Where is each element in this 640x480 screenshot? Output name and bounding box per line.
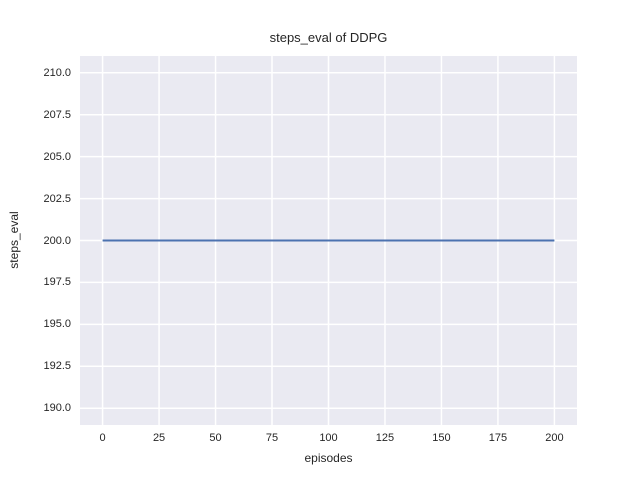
plot-area bbox=[80, 56, 577, 425]
x-tick-label: 50 bbox=[209, 432, 222, 444]
y-tick-label: 207.5 bbox=[43, 108, 71, 121]
y-tick-label: 197.5 bbox=[43, 276, 71, 289]
y-tick-label: 202.5 bbox=[43, 192, 71, 205]
y-tick-label: 200.0 bbox=[43, 234, 71, 247]
y-tick-label: 195.0 bbox=[43, 318, 71, 331]
x-tick-label: 125 bbox=[375, 432, 395, 444]
x-tick-label: 75 bbox=[265, 432, 279, 444]
x-tick-label: 200 bbox=[545, 432, 564, 444]
chart-title: steps_eval of DDPG bbox=[269, 30, 388, 45]
x-tick-label: 150 bbox=[432, 432, 451, 444]
y-axis-label: steps_eval bbox=[7, 211, 21, 269]
y-tick-label: 205.0 bbox=[43, 150, 71, 163]
x-axis-label: episodes bbox=[304, 451, 353, 465]
x-tick-label: 175 bbox=[488, 432, 508, 444]
x-tick-label: 100 bbox=[319, 432, 338, 444]
plot-canvas bbox=[80, 56, 577, 425]
y-tick-label: 190.0 bbox=[43, 402, 71, 415]
x-tick-label: 0 bbox=[99, 432, 106, 444]
x-tick-label: 25 bbox=[152, 432, 166, 444]
y-tick-label: 210.0 bbox=[43, 66, 71, 79]
y-tick-label: 192.5 bbox=[43, 360, 71, 373]
